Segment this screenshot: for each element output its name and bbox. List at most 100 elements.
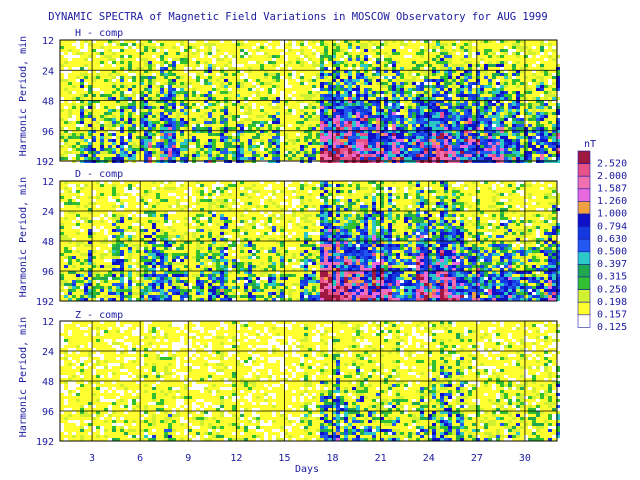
- heatmap-cell: [208, 130, 212, 133]
- heatmap-cell: [364, 130, 368, 133]
- heatmap-cell: [184, 49, 188, 52]
- heatmap-cell: [328, 268, 332, 271]
- heatmap-cell: [324, 250, 328, 253]
- heatmap-cell: [556, 64, 560, 67]
- heatmap-cell: [196, 199, 200, 202]
- heatmap-cell: [204, 298, 208, 301]
- heatmap-cell: [228, 298, 232, 301]
- heatmap-cell: [276, 142, 280, 145]
- heatmap-cell: [460, 76, 464, 79]
- heatmap-cell: [516, 43, 520, 46]
- heatmap-cell: [512, 121, 516, 124]
- heatmap-cell: [148, 109, 152, 112]
- heatmap-cell: [204, 142, 208, 145]
- heatmap-cell: [100, 253, 104, 256]
- heatmap-cell: [344, 274, 348, 277]
- heatmap-cell: [360, 142, 364, 145]
- heatmap-cell: [516, 91, 520, 94]
- heatmap-cell: [204, 61, 208, 64]
- heatmap-cell: [404, 154, 408, 157]
- heatmap-cell: [364, 148, 368, 151]
- heatmap-cell: [360, 64, 364, 67]
- heatmap-cell: [328, 115, 332, 118]
- heatmap-cell: [364, 142, 368, 145]
- heatmap-cell: [348, 97, 352, 100]
- heatmap-cell: [536, 136, 540, 139]
- heatmap-cell: [472, 118, 476, 121]
- heatmap-cell: [148, 145, 152, 148]
- heatmap-cell: [72, 103, 76, 106]
- heatmap-cell: [360, 118, 364, 121]
- heatmap-cell: [552, 100, 556, 103]
- heatmap-cell: [124, 97, 128, 100]
- heatmap-cell: [320, 265, 324, 268]
- heatmap-cell: [76, 286, 80, 289]
- heatmap-cell: [332, 79, 336, 82]
- heatmap-cell: [248, 124, 252, 127]
- heatmap-cell: [548, 133, 552, 136]
- heatmap-cell: [364, 67, 368, 70]
- heatmap-cell: [128, 115, 132, 118]
- heatmap-cell: [220, 214, 224, 217]
- heatmap-cell: [272, 292, 276, 295]
- heatmap-cell: [196, 64, 200, 67]
- heatmap-cell: [320, 286, 324, 289]
- heatmap-cell: [372, 73, 376, 76]
- heatmap-cell: [544, 58, 548, 61]
- heatmap-cell: [340, 148, 344, 151]
- heatmap-cell: [476, 73, 480, 76]
- heatmap-cell: [168, 244, 172, 247]
- heatmap-cell: [180, 103, 184, 106]
- heatmap-cell: [292, 289, 296, 292]
- heatmap-cell: [476, 91, 480, 94]
- heatmap-cell: [496, 121, 500, 124]
- heatmap-cell: [248, 70, 252, 73]
- heatmap-cell: [140, 259, 144, 262]
- heatmap-cell: [96, 88, 100, 91]
- heatmap-cell: [556, 79, 560, 82]
- heatmap-cell: [324, 151, 328, 154]
- heatmap-cell: [92, 229, 96, 232]
- heatmap-cell: [108, 259, 112, 262]
- heatmap-cell: [296, 52, 300, 55]
- heatmap-cell: [288, 211, 292, 214]
- heatmap-cell: [84, 244, 88, 247]
- heatmap-cell: [432, 157, 436, 160]
- heatmap-cell: [324, 157, 328, 160]
- heatmap-cell: [436, 100, 440, 103]
- heatmap-cell: [456, 88, 460, 91]
- heatmap-cell: [104, 94, 108, 97]
- heatmap-cell: [472, 124, 476, 127]
- heatmap-cell: [364, 139, 368, 142]
- heatmap-cell: [220, 133, 224, 136]
- heatmap-cell: [476, 136, 480, 139]
- heatmap-cell: [536, 88, 540, 91]
- heatmap-cell: [236, 121, 240, 124]
- heatmap-cell: [272, 268, 276, 271]
- heatmap-cell: [416, 145, 420, 148]
- heatmap-cell: [76, 124, 80, 127]
- heatmap-cell: [328, 121, 332, 124]
- heatmap-cell: [164, 220, 168, 223]
- heatmap-cell: [132, 145, 136, 148]
- heatmap-cell: [328, 154, 332, 157]
- heatmap-cell: [504, 124, 508, 127]
- heatmap-cell: [548, 73, 552, 76]
- heatmap-cell: [396, 97, 400, 100]
- heatmap-cell: [556, 103, 560, 106]
- heatmap-cell: [196, 76, 200, 79]
- heatmap-cell: [112, 241, 116, 244]
- heatmap-cell: [384, 142, 388, 145]
- heatmap-cell: [148, 286, 152, 289]
- heatmap-cell: [416, 148, 420, 151]
- heatmap-cell: [440, 58, 444, 61]
- heatmap-cell: [264, 121, 268, 124]
- heatmap-cell: [148, 253, 152, 256]
- heatmap-cell: [260, 121, 264, 124]
- heatmap-cell: [464, 88, 468, 91]
- heatmap-cell: [324, 259, 328, 262]
- heatmap-cell: [332, 295, 336, 298]
- heatmap-cell: [148, 85, 152, 88]
- heatmap-cell: [152, 259, 156, 262]
